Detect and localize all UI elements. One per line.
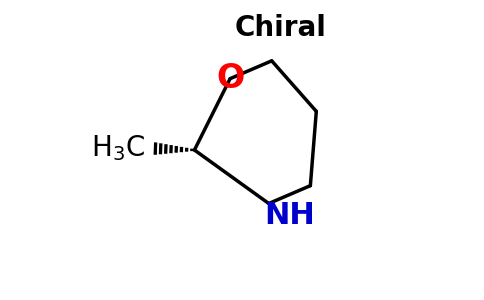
Text: Chiral: Chiral bbox=[235, 14, 327, 42]
Text: $\mathregular{H_3C}$: $\mathregular{H_3C}$ bbox=[91, 134, 145, 164]
Text: O: O bbox=[216, 62, 244, 95]
Text: NH: NH bbox=[264, 201, 315, 230]
